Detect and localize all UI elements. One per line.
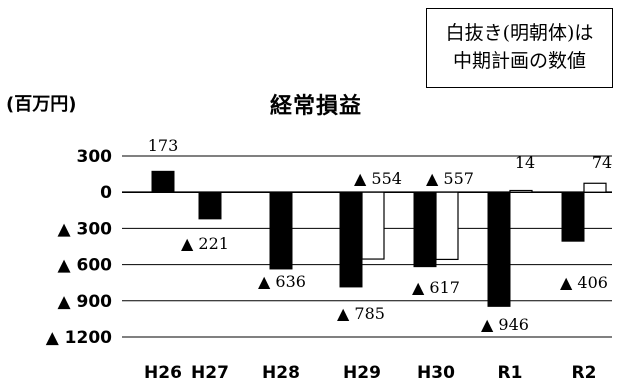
data-label-plan-H29: ▲ 554 bbox=[354, 169, 402, 188]
data-label-actual-H28: ▲ 636 bbox=[258, 272, 306, 291]
x-tick-label-6: R2 bbox=[572, 363, 597, 382]
bar-actual-H28 bbox=[269, 191, 293, 270]
y-tick-label-3: ▲ 600 bbox=[58, 256, 113, 276]
legend-note-box: 白抜き(明朝体)は 中期計画の数値 bbox=[426, 8, 613, 88]
x-tick-label-1: H27 bbox=[191, 363, 229, 382]
y-tick-label-0: 300 bbox=[77, 147, 113, 167]
data-label-actual-H30: ▲ 617 bbox=[412, 278, 460, 297]
y-tick-label-2: ▲ 300 bbox=[58, 219, 113, 239]
data-label-plan-H30: ▲ 557 bbox=[426, 169, 474, 188]
legend-note-line2: 中期計画の数値 bbox=[452, 50, 586, 72]
data-label-actual-R2: ▲ 406 bbox=[560, 273, 608, 292]
data-label-actual-R1: ▲ 946 bbox=[481, 315, 529, 334]
y-tick-label-5: ▲ 1200 bbox=[46, 328, 112, 348]
x-tick-label-5: R1 bbox=[498, 363, 523, 382]
data-label-actual-H27: ▲ 221 bbox=[181, 234, 229, 253]
chart-title: 経常損益 bbox=[270, 94, 363, 119]
data-label-plan-R1: 14 bbox=[515, 153, 535, 172]
x-tick-label-2: H28 bbox=[262, 363, 300, 382]
bar-actual-H30 bbox=[413, 191, 437, 268]
legend-note-line1: 白抜き(明朝体)は bbox=[445, 22, 594, 44]
bar-actual-H27 bbox=[198, 191, 222, 220]
bar-actual-H29 bbox=[339, 191, 363, 288]
x-tick-label-4: H30 bbox=[417, 363, 455, 382]
data-label-actual-H26: 173 bbox=[148, 136, 179, 155]
data-label-plan-R2: 74 bbox=[592, 153, 612, 172]
unit-label: (百万円) bbox=[6, 94, 77, 115]
x-tick-label-0: H26 bbox=[144, 363, 182, 382]
y-tick-label-1: 0 bbox=[100, 183, 112, 203]
y-tick-label-4: ▲ 900 bbox=[58, 292, 113, 312]
bar-plan-H29 bbox=[361, 191, 385, 260]
x-tick-label-3: H29 bbox=[343, 363, 381, 382]
bar-actual-H26 bbox=[151, 170, 175, 193]
bar-actual-R2 bbox=[561, 191, 585, 242]
bar-plan-H30 bbox=[435, 191, 459, 261]
data-label-actual-H29: ▲ 785 bbox=[337, 304, 385, 323]
bar-plan-R2 bbox=[583, 182, 607, 193]
bar-actual-R1 bbox=[487, 191, 511, 307]
bar-plan-R1 bbox=[509, 189, 533, 193]
